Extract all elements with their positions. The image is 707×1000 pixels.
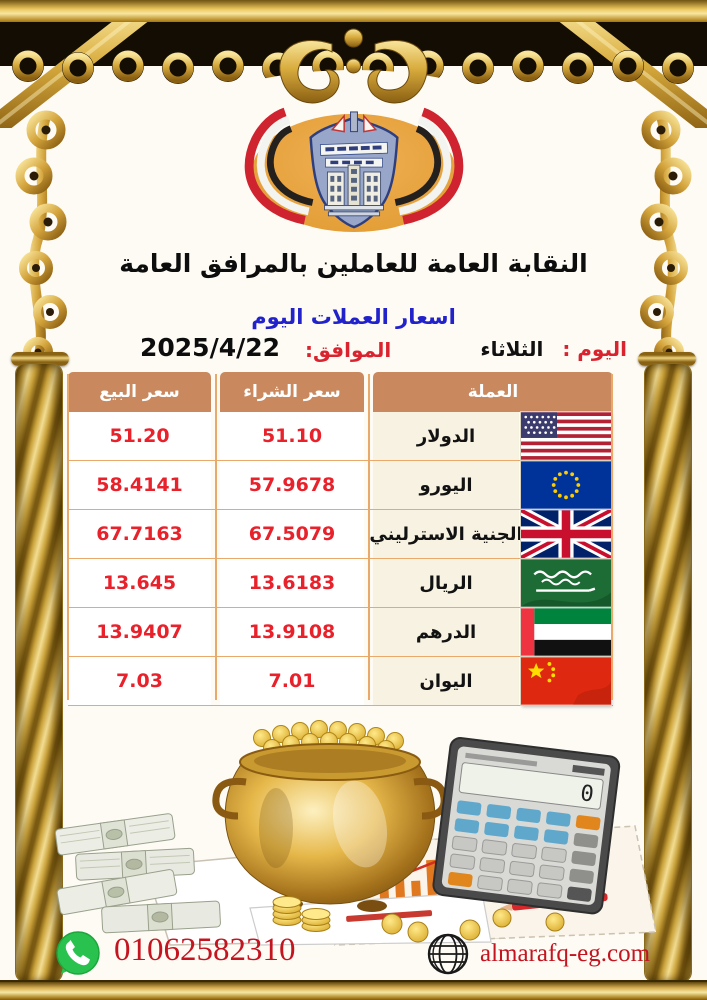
money-stacks (54, 813, 221, 934)
union-emblem (309, 111, 399, 229)
egypt-ribbon-left (244, 107, 314, 225)
frame-right-scrolls (640, 110, 692, 367)
org-title: النقابة العامة للعاملين بالمرافق العامة (119, 249, 588, 278)
table-divider-2 (368, 374, 370, 700)
calculator-display: 0 (579, 781, 595, 807)
currency-name: اليوان (373, 657, 519, 705)
frame-top-ornament (0, 22, 707, 128)
poster-subtitle: اسعار العملات اليوم (251, 305, 456, 329)
calculator: 0 (432, 737, 621, 915)
table-border-right (611, 374, 613, 700)
frame-left-capital (11, 352, 69, 366)
sell-rate: 51.20 (68, 412, 211, 460)
day-value: الثلاثاء (480, 337, 544, 361)
sell-rate: 7.03 (68, 657, 211, 705)
col-header-buy: سعر الشراء (220, 372, 364, 412)
union-logo (244, 107, 464, 233)
currency-name: الدرهم (373, 608, 519, 656)
table-border-left (67, 374, 69, 700)
china-flag-icon (521, 657, 611, 705)
buy-rate: 51.10 (220, 412, 364, 460)
buy-rate: 7.01 (220, 657, 364, 705)
sell-rate: 13.9407 (68, 608, 211, 656)
col-header-currency: العملة (373, 372, 613, 412)
whatsapp-icon (56, 931, 100, 975)
coin-stacks (272, 896, 565, 943)
table-row-euro: اليورو 57.9678 58.4141 (68, 461, 613, 510)
buy-rate: 13.6183 (220, 559, 364, 607)
eu-flag-icon (521, 461, 611, 509)
table-header-row: العملة سعر الشراء سعر البيع (68, 372, 613, 412)
egypt-ribbon-right (394, 107, 464, 225)
day-label: اليوم : (562, 337, 627, 361)
frame-right-column (645, 364, 691, 982)
uae-flag-icon (521, 608, 611, 656)
sell-rate: 67.7163 (68, 510, 211, 558)
currency-name: الريال (373, 559, 519, 607)
frame-right-capital (638, 352, 696, 366)
saudi-flag-icon (521, 559, 611, 607)
center-crest (279, 28, 428, 104)
website-url: almarafq-eg.com (480, 940, 651, 967)
emblem-building (324, 164, 384, 217)
table-divider-1 (215, 374, 217, 700)
date-value: 2025/4/22 (140, 333, 281, 362)
currency-name: الدولار (373, 412, 519, 460)
table-row-riyal: الريال 13.6183 13.645 (68, 559, 613, 608)
buy-rate: 67.5079 (220, 510, 364, 558)
gold-pot (212, 720, 448, 912)
usa-flag-icon (521, 412, 611, 460)
uk-flag-icon (521, 510, 611, 558)
col-header-sell: سعر البيع (68, 372, 211, 412)
sell-rate: 13.645 (68, 559, 211, 607)
globe-icon (427, 933, 469, 975)
table-row-yuan: اليوان 7.01 7.03 (68, 657, 613, 706)
sell-rate: 58.4141 (68, 461, 211, 509)
currency-name: الجنية الاسترليني (369, 510, 523, 558)
date-label: الموافق: (305, 338, 392, 362)
currency-name: اليورو (373, 461, 519, 509)
table-row-dirham: الدرهم 13.9108 13.9407 (68, 608, 613, 657)
buy-rate: 13.9108 (220, 608, 364, 656)
money-illustration: 0 (54, 720, 657, 946)
rates-table: العملة سعر الشراء سعر البيع الدولار (68, 372, 613, 706)
buy-rate: 57.9678 (220, 461, 364, 509)
frame-left-scrolls (15, 110, 67, 367)
table-row-pound: الجنية الاسترليني 67.5079 67.7163 (68, 510, 613, 559)
phone-number: 01062582310 (114, 932, 296, 968)
frame-left-column (16, 364, 62, 982)
table-row-dollar: الدولار (68, 412, 613, 461)
frame-bottom-bar (0, 980, 707, 1000)
day-group: اليوم : الثلاثاء (480, 337, 627, 361)
